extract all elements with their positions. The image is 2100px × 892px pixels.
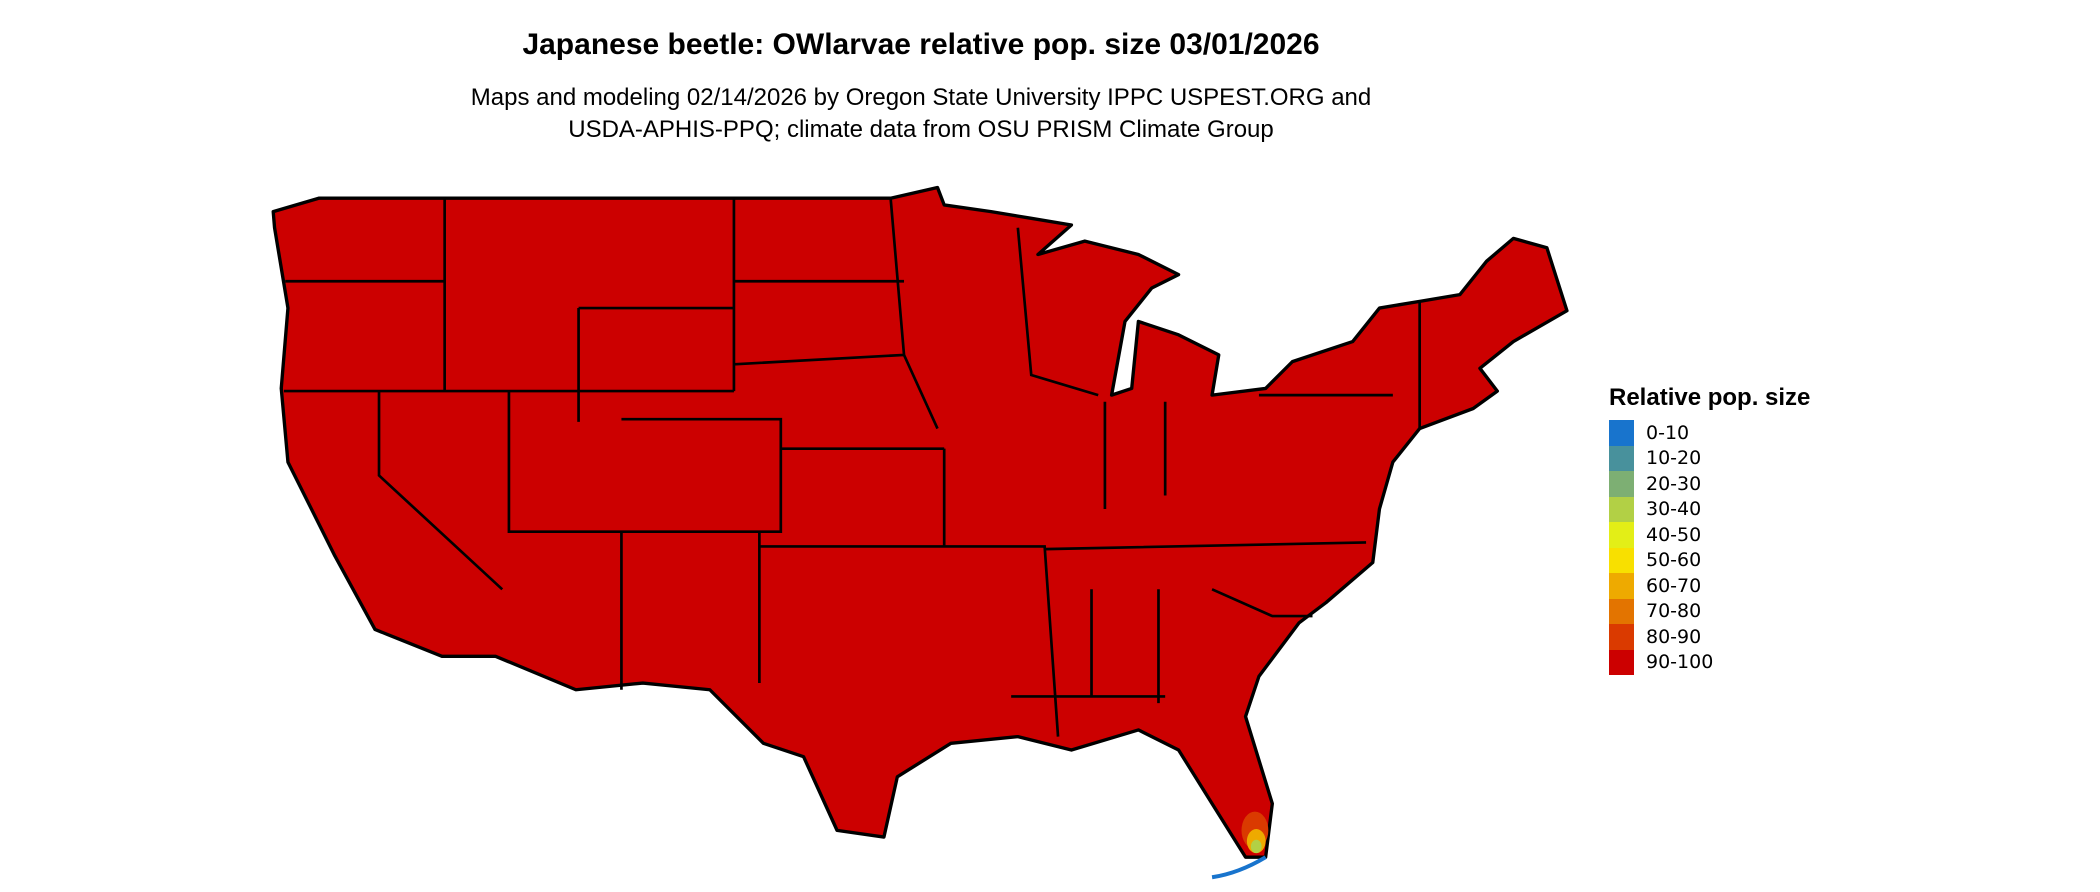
legend-label: 90-100 [1646, 651, 1714, 674]
map-subtitle: Maps and modeling 02/14/2026 by Oregon S… [0, 82, 1842, 146]
map-title: Japanese beetle: OWlarvae relative pop. … [522, 28, 1320, 61]
legend-label: 0-10 [1646, 421, 1690, 444]
legend-label: 20-30 [1646, 472, 1702, 495]
legend: Relative pop. size 0-10 10-20 20-30 30-40 40… [1609, 384, 1810, 675]
legend-swatch [1609, 445, 1634, 471]
legend-swatch [1609, 420, 1634, 446]
legend-item: 60-70 [1609, 573, 1810, 599]
legend-swatch [1609, 649, 1634, 675]
legend-swatch [1609, 522, 1634, 548]
legend-title: Relative pop. size [1609, 384, 1811, 411]
legend-item: 70-80 [1609, 598, 1810, 624]
legend-item: 10-20 [1609, 445, 1810, 471]
legend-label: 30-40 [1646, 498, 1702, 521]
legend-item: 50-60 [1609, 547, 1810, 573]
subtitle-line-2: USDA-APHIS-PPQ; climate data from OSU PR… [568, 116, 1274, 143]
legend-swatch [1609, 471, 1634, 497]
legend-label: 80-90 [1646, 625, 1702, 648]
legend-label: 70-80 [1646, 600, 1702, 623]
legend-label: 40-50 [1646, 523, 1702, 546]
legend-swatch [1609, 598, 1634, 624]
legend-item: 20-30 [1609, 471, 1810, 497]
legend-label: 50-60 [1646, 549, 1702, 572]
legend-swatch [1609, 573, 1634, 599]
legend-item: 80-90 [1609, 624, 1810, 650]
legend-label: 60-70 [1646, 574, 1702, 597]
us-outline [271, 185, 1569, 859]
legend-label: 10-20 [1646, 447, 1702, 470]
legend-swatch [1609, 496, 1634, 522]
legend-swatch [1609, 547, 1634, 573]
legend-item: 30-40 [1609, 496, 1810, 522]
legend-item: 40-50 [1609, 522, 1810, 548]
subtitle-line-1: Maps and modeling 02/14/2026 by Oregon S… [470, 84, 1372, 111]
legend-item: 0-10 [1609, 420, 1810, 446]
legend-item: 90-100 [1609, 649, 1810, 675]
state-boundaries [283, 198, 1421, 737]
south-florida-gradient [1211, 811, 1269, 880]
legend-swatch [1609, 624, 1634, 650]
